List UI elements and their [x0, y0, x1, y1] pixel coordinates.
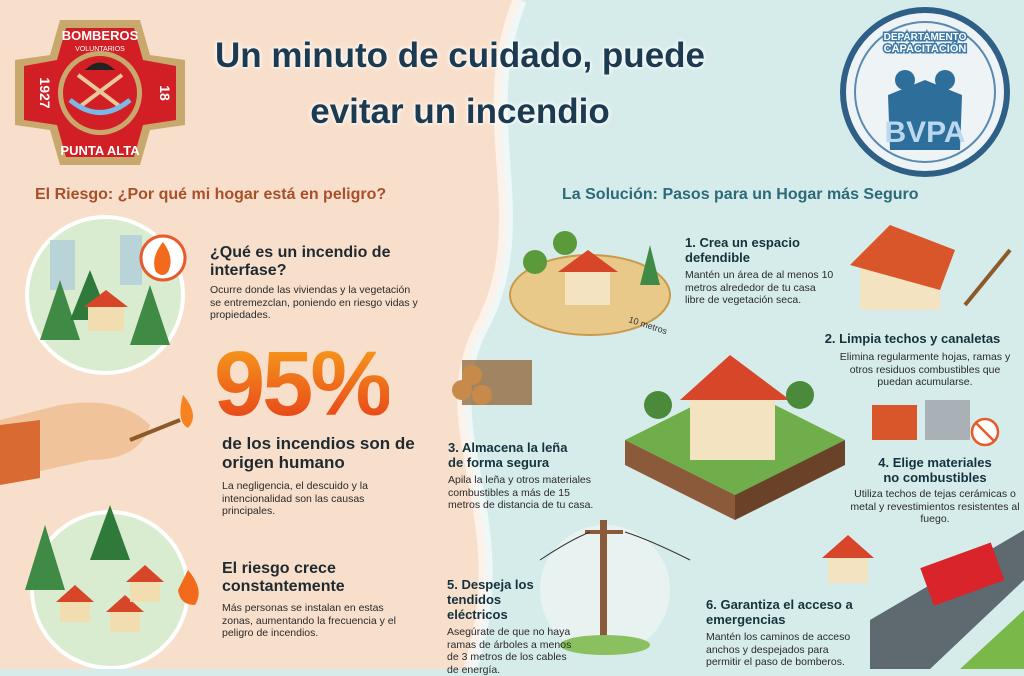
risk-item-body: La negligencia, el descuido y la intenci…	[222, 480, 368, 517]
step-1: 1. Crea un espacio defendible Mantén un …	[685, 235, 835, 307]
bomberos-logo: BOMBEROS VOLUNTARIOS PUNTA ALTA 1927 18	[15, 20, 185, 165]
step-4: 4. Elige materiales no combustibles Util…	[850, 455, 1020, 526]
risk-item-human-origin: de los incendios son de origen humano La…	[222, 434, 432, 518]
stat-95-percent: 95%	[214, 333, 392, 435]
step-2: 2. Limpia techos y canaletas Elimina reg…	[810, 330, 1015, 389]
step-title: 5. Despeja los tendidos eléctricos	[447, 577, 534, 622]
svg-text:VOLUNTARIOS: VOLUNTARIOS	[75, 46, 125, 53]
step-3: 3. Almacena la leña de forma segura Apil…	[448, 440, 598, 512]
step-5: 5. Despeja los tendidos eléctricos Asegú…	[447, 577, 572, 676]
solution-heading: La Solución: Pasos para un Hogar más Seg…	[562, 186, 919, 203]
risk-item-title: El riesgo crece constantemente	[222, 560, 345, 595]
step-title: 2. Limpia techos y canaletas	[824, 331, 1001, 346]
step-title: 4. Elige materiales no combustibles	[878, 455, 992, 485]
step-body: Mantén los caminos de acceso anchos y de…	[706, 631, 851, 668]
step-title: 3. Almacena la leña de forma segura	[448, 440, 568, 470]
risk-item-body: Más personas se instalan en estas zonas,…	[222, 602, 396, 639]
page-title: Un minuto de cuidado, puede evitar un in…	[150, 28, 770, 140]
step-body: Apila la leña y otros materiales combust…	[448, 474, 594, 511]
svg-text:BOMBEROS: BOMBEROS	[62, 28, 139, 43]
step-body: Utiliza techos de tejas cerámicas o meta…	[850, 488, 1020, 525]
svg-text:PUNTA ALTA: PUNTA ALTA	[60, 143, 140, 158]
step-title: 1. Crea un espacio defendible	[685, 235, 800, 265]
step-body: Elimina regularmente hojas, ramas y otro…	[839, 351, 1011, 388]
risk-item-growing: El riesgo crece constantemente Más perso…	[222, 560, 422, 640]
step-body: Mantén un área de al menos 10 metros alr…	[685, 269, 834, 306]
svg-text:18: 18	[157, 85, 173, 101]
risk-item-title: de los incendios son de origen humano	[222, 434, 415, 472]
title-line-2: evitar un incendio	[310, 92, 610, 131]
risk-item-interface: ¿Qué es un incendio de interfase? Ocurre…	[210, 244, 420, 322]
svg-text:1927: 1927	[37, 77, 53, 108]
risk-item-title: ¿Qué es un incendio de interfase?	[210, 244, 391, 279]
step-title: 6. Garantiza el acceso a emergencias	[706, 597, 853, 627]
step-6: 6. Garantiza el acceso a emergencias Man…	[706, 597, 866, 669]
risk-heading: El Riesgo: ¿Por qué mi hogar está en pel…	[35, 186, 387, 203]
title-line-1: Un minuto de cuidado, puede	[215, 36, 705, 75]
risk-item-body: Ocurre donde las viviendas y la vegetaci…	[210, 284, 418, 321]
